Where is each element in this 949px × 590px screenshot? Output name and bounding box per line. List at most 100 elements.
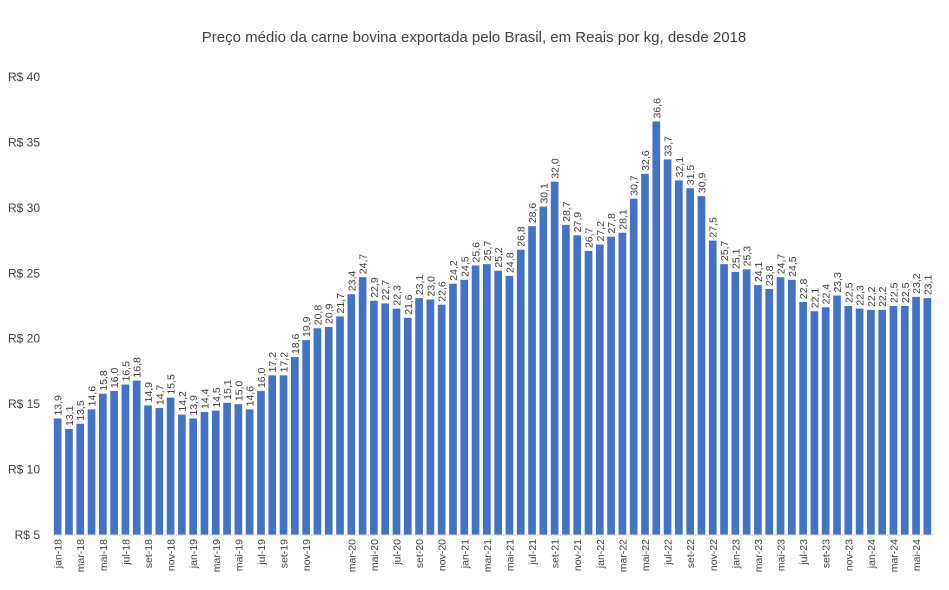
data-label: 13,1 [64,405,76,426]
data-label: 23,3 [832,272,844,293]
x-tick-label: jul-23 [798,539,810,566]
data-label: 22,3 [855,285,867,306]
data-label: 28,6 [527,203,539,224]
x-tick-label: set-21 [550,539,562,568]
bars-group [53,121,932,536]
bar [290,357,299,535]
x-tick-label: jan-21 [459,539,471,569]
data-label: 24,5 [787,256,799,277]
bar [178,414,186,535]
data-labels-group: 13,913,1 13,514,615,8 16,0 16,5 16,814,9 14,7… [53,98,935,426]
data-label: 23,1 [414,275,426,296]
bar [629,198,638,535]
x-tick-label: jan-19 [188,539,200,569]
x-tick-label: nov-19 [301,539,313,571]
x-axis: jan-18 mar-18 mai-18 jul-18 set-18 nov-18 jan-… [53,539,923,572]
data-label: 15,1 [222,379,234,400]
y-tick-label: R$ 30 [8,201,40,215]
bar [460,279,469,535]
data-label: 23,1 [922,275,934,296]
bar [776,277,785,535]
bar [381,303,390,535]
bar [370,300,378,535]
data-label: 14,9 [143,382,155,403]
data-label: 30,9 [696,172,708,193]
bar [132,380,141,535]
x-tick-label: jul-21 [527,539,539,566]
data-label: 27,2 [595,221,607,242]
x-tick-label: jul-20 [391,539,403,566]
data-label: 25,7 [482,241,494,262]
x-tick-label: mai-18 [98,539,110,571]
bar [697,196,706,535]
y-axis: R$ 5 R$ 10 R$ 15 R$ 20 R$ 25 R$ 30 R$ 35 R$ 40 [8,70,40,542]
data-label: 24,8 [504,252,516,273]
bar [471,265,480,535]
data-label: 20,8 [312,305,324,326]
x-tick-label: mai-19 [233,539,245,571]
bar [98,393,107,535]
x-tick-label: jan-22 [595,539,607,569]
data-label: 25,6 [471,242,483,263]
data-label: 18,6 [290,333,302,354]
x-tick-label: jul-22 [663,539,675,566]
bar [257,391,265,535]
x-tick-label: nov-23 [843,539,855,571]
data-label: 26,7 [584,227,596,248]
y-tick-label: R$ 10 [8,463,40,477]
y-tick-label: R$ 5 [15,528,41,542]
x-tick-label: nov-21 [572,539,584,571]
data-label: 22,7 [380,280,392,301]
bar [889,306,898,535]
data-label: 27,8 [606,213,618,234]
data-label: 13,9 [188,395,200,416]
bar [573,235,582,535]
data-label: 33,7 [663,136,675,157]
bar [268,375,277,535]
bar [189,418,198,535]
data-label: 14,2 [177,391,189,412]
data-label: 23,2 [911,273,923,294]
data-label: 32,0 [550,158,562,179]
bar [302,340,310,535]
data-label: 22,1 [809,288,821,309]
bar [234,404,243,535]
x-tick-label: mai-23 [776,539,788,571]
data-label: 22,5 [888,282,900,303]
bar [516,249,525,535]
bar [652,121,661,536]
data-label: 13,9 [53,395,65,416]
data-label: 13,5 [75,400,87,421]
bar [686,188,695,535]
x-tick-label: jan-18 [53,539,65,569]
data-label: 21,7 [335,293,347,314]
data-label: 24,7 [776,254,788,275]
data-label: 15,8 [98,370,110,391]
data-label: 25,2 [493,247,505,268]
data-label: 17,2 [279,352,291,373]
x-tick-label: mai-24 [911,539,923,571]
bar [53,418,62,535]
data-label: 25,7 [719,241,731,262]
bar [121,384,130,535]
bar [324,326,333,535]
data-label: 27,9 [572,212,584,233]
data-label: 16,8 [132,357,144,378]
y-tick-label: R$ 35 [8,135,40,149]
data-label: 16,0 [109,367,121,388]
y-tick-label: R$ 25 [8,266,40,280]
data-label: 24,1 [753,261,765,282]
x-tick-label: mai-20 [369,539,381,571]
bar [618,232,627,535]
bar [494,270,502,535]
x-tick-label: nov-22 [708,539,720,571]
bar [731,271,740,535]
data-label: 22,9 [369,277,381,298]
bar [539,206,548,535]
x-tick-label: mai-22 [640,539,652,571]
bar [821,307,830,535]
data-label: 26,8 [516,226,528,247]
x-tick-label: mar-21 [482,539,494,572]
x-tick-label: mar-23 [753,539,765,572]
